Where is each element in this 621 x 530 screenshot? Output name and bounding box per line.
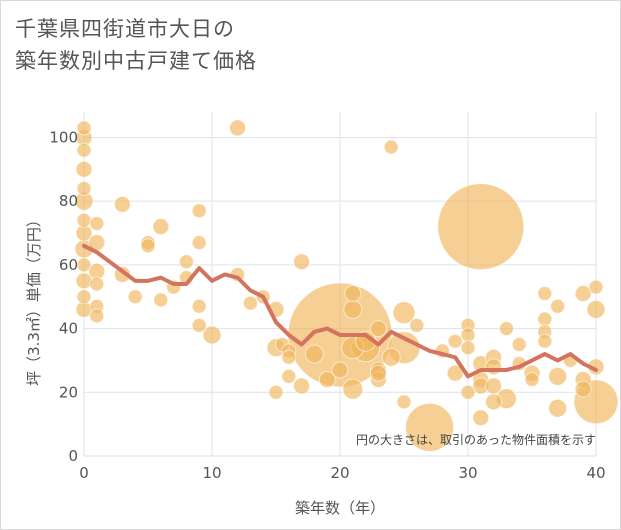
bubble-point <box>369 320 387 338</box>
bubble-point <box>242 295 258 311</box>
bubble-point <box>343 299 363 319</box>
bubble-point <box>472 409 490 427</box>
bubble-point <box>281 349 297 365</box>
x-axis-label: 築年数（年） <box>295 499 385 517</box>
bubble-point <box>396 394 412 410</box>
bubble-point <box>76 180 92 196</box>
bubble-point <box>89 276 105 292</box>
bubble-point <box>392 301 416 325</box>
bubble-point <box>191 298 207 314</box>
bubble-point <box>140 238 156 254</box>
bubble-point <box>574 380 592 398</box>
tick-labels: 0 10 20 30 40 0 20 40 60 80 100 <box>49 128 605 482</box>
bubble-point <box>127 289 143 305</box>
bubble-point <box>76 212 92 228</box>
bubble-layer <box>74 119 619 452</box>
bubble-point <box>524 372 540 388</box>
bubble-point <box>369 364 387 382</box>
bubble-point <box>76 257 92 273</box>
bubble-point <box>304 344 324 364</box>
bubble-point <box>548 398 568 418</box>
bubble-point <box>550 298 566 314</box>
bubble-point <box>344 285 362 303</box>
bubble-point <box>76 120 92 136</box>
bubble-point <box>153 292 169 308</box>
y-tick-label: 80 <box>59 192 78 210</box>
bubble-point <box>75 160 93 178</box>
bubble-point <box>76 289 92 305</box>
x-tick-label: 20 <box>330 464 349 482</box>
bubble-point <box>437 183 525 271</box>
bubble-point <box>191 203 207 219</box>
bubble-point <box>537 311 553 327</box>
bubble-point <box>178 254 194 270</box>
bubble-point <box>229 119 247 137</box>
x-tick-label: 10 <box>202 464 221 482</box>
bubble-point <box>409 317 425 333</box>
chart-title: 千葉県四街道市大日の 築年数別中古戸建て価格 <box>15 13 257 77</box>
x-tick-label: 30 <box>458 464 477 482</box>
bubble-point <box>381 347 401 367</box>
bubble-point <box>293 377 311 395</box>
bubble-point <box>281 368 297 384</box>
bubble-point <box>511 337 527 353</box>
bubble-point <box>485 358 503 376</box>
bubble-point <box>537 286 553 302</box>
bubble-point <box>447 333 463 349</box>
bubble-point <box>460 327 476 343</box>
y-axis-label: 坪（3.3㎡）単価（万円） <box>25 212 43 386</box>
bubble-point <box>76 142 92 158</box>
bubble-point <box>588 279 604 295</box>
bubble-point <box>446 364 464 382</box>
bubble-point <box>498 321 514 337</box>
bubble-point <box>485 393 503 411</box>
x-tick-label: 40 <box>586 464 605 482</box>
chart-title-line-2: 築年数別中古戸建て価格 <box>15 49 257 73</box>
average-price-line <box>82 243 598 379</box>
bubble-point <box>202 325 222 345</box>
y-tick-label: 0 <box>68 447 78 465</box>
bubble-point <box>152 218 170 236</box>
x-tick-label: 0 <box>79 464 89 482</box>
bubble-point <box>191 317 207 333</box>
bubble-point <box>460 340 476 356</box>
y-tick-label: 20 <box>59 383 78 401</box>
average-line-layer <box>82 243 598 379</box>
chart-title-line-1: 千葉県四街道市大日の <box>15 17 235 41</box>
bubble-point <box>537 333 553 349</box>
y-tick-label: 60 <box>59 256 78 274</box>
size-annotation: 円の大きさは、取引のあった物件面積を示す <box>356 432 596 447</box>
y-tick-label: 40 <box>59 320 78 338</box>
bubble-point <box>331 361 349 379</box>
bubble-point <box>268 384 284 400</box>
bubble-point <box>574 285 592 303</box>
bubble-point <box>548 366 568 386</box>
bubble-point <box>318 371 336 389</box>
bubble-point <box>342 378 364 400</box>
bubble-point <box>293 253 311 271</box>
bubble-point <box>383 139 399 155</box>
bubble-point <box>89 308 105 324</box>
y-tick-label: 100 <box>49 128 78 146</box>
bubble-point <box>191 235 207 251</box>
bubble-point <box>89 215 105 231</box>
bubble-point <box>485 377 503 395</box>
bubble-point <box>460 384 476 400</box>
bubble-point <box>586 299 606 319</box>
bubble-point <box>113 195 131 213</box>
bubble-point <box>405 402 455 452</box>
